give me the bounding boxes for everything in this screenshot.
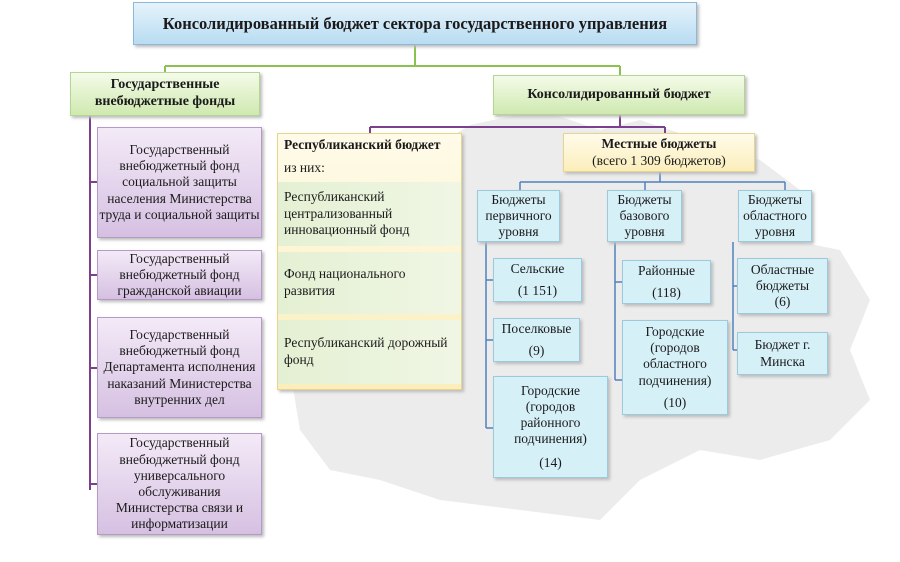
district-city-budgets: Городские (городов районного подчинения)… xyxy=(493,376,608,478)
item-name: Городские (городов областного подчинения… xyxy=(638,324,712,388)
offbudget-funds-header: Государственные внебюджетные фонды xyxy=(70,72,260,116)
fund-text: Государственный внебюджетный фонд гражда… xyxy=(117,250,242,299)
offbudget-fund-2: Государственный внебюджетный фонд гражда… xyxy=(97,250,262,300)
level-basic: Бюджеты базового уровня xyxy=(607,190,682,242)
offbudget-fund-1: Государственный внебюджетный фонд социал… xyxy=(97,127,262,238)
republican-of-which: из них: xyxy=(284,159,325,175)
level-label: Бюджеты базового уровня xyxy=(617,191,672,240)
title-text: Консолидированный бюджет сектора государ… xyxy=(162,13,668,33)
settlement-budgets: Поселковые (9) xyxy=(493,318,580,362)
item-count: (6) xyxy=(774,294,791,310)
oblast-budgets: Областные бюджеты (6) xyxy=(737,258,828,314)
item-name: Областные бюджеты xyxy=(750,261,815,293)
local-budgets: Местные бюджеты (всего 1 309 бюджетов) xyxy=(563,133,755,172)
item-count: (118) xyxy=(652,285,681,300)
offbudget-header-text: Государственные внебюджетные фонды xyxy=(94,77,236,109)
consolidated-budget-header: Консолидированный бюджет xyxy=(493,75,745,115)
fund-text: Государственный внебюджетный фонд универ… xyxy=(115,435,244,532)
item-count: (14) xyxy=(539,455,562,471)
item-name: Сельские xyxy=(510,260,565,276)
item-name: Районные xyxy=(638,262,695,278)
diagram-title: Консолидированный бюджет сектора государ… xyxy=(133,2,697,45)
republican-fund-3: Республиканский дорожный фонд xyxy=(278,320,461,384)
local-total: (всего 1 309 бюджетов) xyxy=(592,152,726,168)
fund-text: Государственный внебюджетный фонд социал… xyxy=(99,142,260,222)
item-count: (10) xyxy=(663,394,687,410)
local-header: Местные бюджеты xyxy=(601,136,717,152)
level-regional: Бюджеты областного уровня xyxy=(738,190,812,242)
level-label: Бюджеты первичного уровня xyxy=(485,191,552,240)
rural-budgets: Сельские (1 151) xyxy=(493,258,582,302)
republican-fund-1: Республиканский централизованный инновац… xyxy=(278,182,461,246)
republican-header: Республиканский бюджет xyxy=(284,136,441,152)
offbudget-fund-4: Государственный внебюджетный фонд универ… xyxy=(97,433,262,535)
level-label: Бюджеты областного уровня xyxy=(743,191,807,240)
item-count: (9) xyxy=(528,343,545,358)
item-name: Бюджет г. Минска xyxy=(754,337,811,369)
consolidated-header-text: Консолидированный бюджет xyxy=(527,86,711,102)
offbudget-fund-3: Государственный внебюджетный фонд Департ… xyxy=(97,317,262,418)
item-count: (1 151) xyxy=(517,283,558,298)
item-name: Поселковые xyxy=(501,320,572,336)
fund-text: Государственный внебюджетный фонд Департ… xyxy=(103,327,256,407)
republican-budget: Республиканский бюджет из них: Республик… xyxy=(277,133,462,390)
republican-fund-2: Фонд национального развития xyxy=(278,252,461,314)
minsk-budget: Бюджет г. Минска xyxy=(737,332,828,375)
item-name: Городские (городов районного подчинения) xyxy=(514,382,587,447)
district-budgets: Районные (118) xyxy=(622,260,711,304)
level-primary: Бюджеты первичного уровня xyxy=(477,190,560,242)
regional-city-budgets: Городские (городов областного подчинения… xyxy=(622,320,728,415)
